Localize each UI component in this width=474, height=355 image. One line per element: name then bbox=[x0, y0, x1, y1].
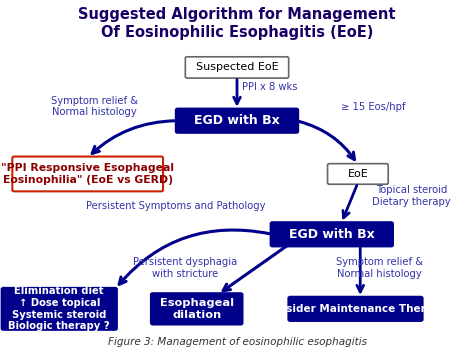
Text: Elimination diet
↑ Dose topical
Systemic steroid
Biologic therapy ?: Elimination diet ↑ Dose topical Systemic… bbox=[9, 286, 110, 331]
FancyBboxPatch shape bbox=[176, 109, 298, 133]
FancyBboxPatch shape bbox=[328, 164, 388, 184]
FancyBboxPatch shape bbox=[2, 288, 117, 330]
Text: Persistent Symptoms and Pathology: Persistent Symptoms and Pathology bbox=[86, 201, 265, 211]
FancyBboxPatch shape bbox=[12, 157, 163, 191]
Text: Suggested Algorithm for Management
Of Eosinophilic Esophagitis (EoE): Suggested Algorithm for Management Of Eo… bbox=[78, 7, 396, 39]
Text: Persistent dysphagia
with stricture: Persistent dysphagia with stricture bbox=[133, 257, 237, 279]
Text: Symptom relief &
Normal histology: Symptom relief & Normal histology bbox=[336, 257, 423, 279]
Text: Suspected EoE: Suspected EoE bbox=[196, 62, 278, 72]
Text: "PPI Responsive Esophageal
Eosinophilia" (EoE vs GERD): "PPI Responsive Esophageal Eosinophilia"… bbox=[1, 163, 174, 185]
Text: Symptom relief &
Normal histology: Symptom relief & Normal histology bbox=[51, 96, 138, 117]
FancyBboxPatch shape bbox=[151, 293, 242, 324]
Text: Topical steroid
Dietary therapy: Topical steroid Dietary therapy bbox=[372, 185, 451, 207]
Text: PPI x 8 wks: PPI x 8 wks bbox=[242, 82, 297, 92]
Text: Esophageal
dilation: Esophageal dilation bbox=[160, 298, 234, 320]
FancyBboxPatch shape bbox=[288, 297, 423, 321]
Text: EGD with Bx: EGD with Bx bbox=[194, 114, 280, 127]
Text: Consider Maintenance Therapy: Consider Maintenance Therapy bbox=[264, 304, 447, 314]
Text: ≥ 15 Eos/hpf: ≥ 15 Eos/hpf bbox=[341, 102, 406, 111]
Text: EGD with Bx: EGD with Bx bbox=[289, 228, 374, 241]
FancyBboxPatch shape bbox=[271, 222, 393, 246]
Text: EoE: EoE bbox=[347, 169, 368, 179]
FancyBboxPatch shape bbox=[185, 57, 289, 78]
Text: Figure 3: Management of eosinophilic esophagitis: Figure 3: Management of eosinophilic eso… bbox=[108, 337, 366, 347]
